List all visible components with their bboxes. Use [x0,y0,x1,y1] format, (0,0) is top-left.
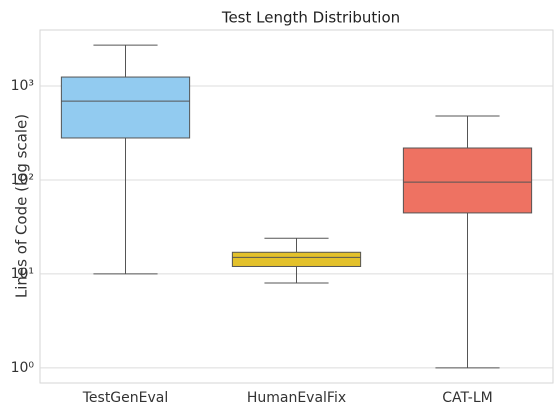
y-axis-label: Lines of Code (log scale) [13,114,31,298]
x-tick-label: HumanEvalFix [247,390,346,406]
y-tick-label: 10³ [11,78,34,94]
x-tick-label: CAT-LM [442,390,492,406]
y-tick-label: 10¹ [11,266,34,282]
box [231,251,362,267]
box [402,147,533,214]
chart-title: Test Length Distribution [221,9,400,27]
y-tick-label: 10⁰ [11,360,35,376]
y-tick-label: 10² [11,172,34,188]
box [60,76,191,139]
x-tick-label: TestGenEval [82,390,169,406]
